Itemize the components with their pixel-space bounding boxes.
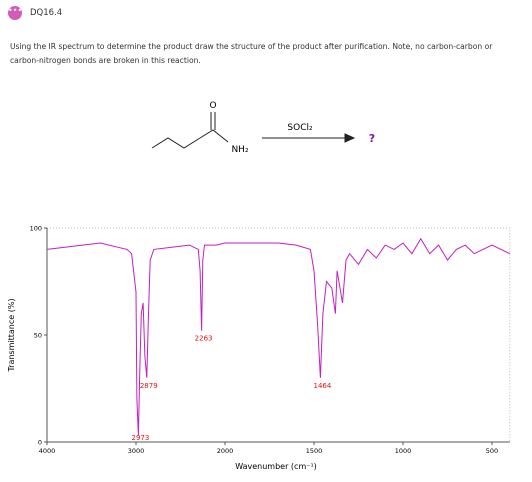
amine-label: NH₂	[231, 145, 249, 155]
y-tick-label: 0	[38, 439, 42, 447]
x-tick-label: 1500	[306, 447, 323, 455]
spectrum-line	[46, 237, 511, 436]
header: ••• DQ16.4	[8, 6, 62, 20]
x-tick-label: 3000	[128, 447, 145, 455]
molecule	[151, 112, 356, 149]
y-axis-label: Transmittance (%)	[7, 298, 16, 372]
x-tick-label: 500	[486, 447, 498, 455]
x-tick-label: 1000	[395, 447, 412, 455]
x-tick-label: 4000	[39, 447, 56, 455]
y-tick-label: 50	[34, 332, 42, 340]
product-placeholder: ?	[369, 132, 375, 145]
oxygen-label: O	[209, 101, 216, 111]
peak-label: 1464	[313, 382, 331, 390]
x-axis-label: Wavenumber (cm⁻¹)	[235, 462, 317, 471]
peak-label: 2879	[140, 382, 158, 390]
x-tick-label: 2000	[217, 447, 234, 455]
reagent-label: SOCl₂	[287, 123, 313, 133]
question-id: DQ16.4	[30, 8, 63, 18]
peak-label: 2973	[131, 434, 149, 442]
peak-label: 2263	[195, 335, 213, 343]
chat-icon: •••	[8, 6, 22, 20]
question-text: Using the IR spectrum to determine the p…	[10, 42, 493, 65]
plot-frame	[46, 227, 511, 443]
y-tick-label: 100	[30, 225, 42, 233]
